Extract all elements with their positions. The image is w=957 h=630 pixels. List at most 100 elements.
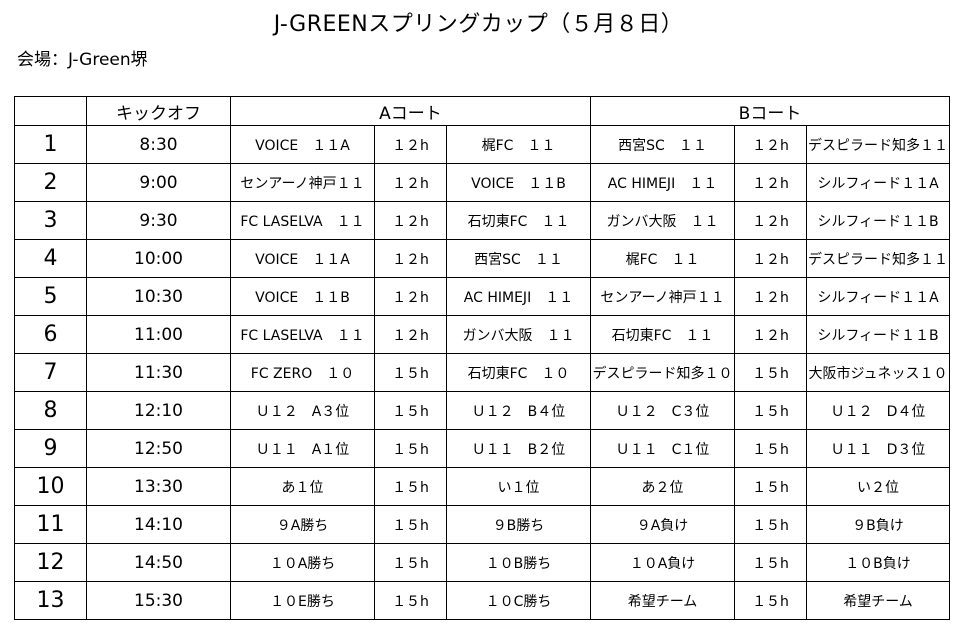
court-b-team2: デスピラード知多１１: [806, 125, 950, 164]
court-a-team2: 石切東FC １１: [446, 201, 591, 240]
table-row: 10 13:30 あ１位 １５h い１位 あ２位 １５h い２位: [14, 467, 950, 506]
court-b-referee: １５h: [734, 505, 807, 544]
table-row: 3 9:30 FC LASELVA １１ １２h 石切東FC １１ ガンバ大阪 １１ １２h…: [14, 201, 950, 240]
match-number: 7: [14, 353, 87, 392]
court-a-referee: １２h: [374, 163, 447, 202]
court-b-team2: シルフィード１１B: [806, 201, 950, 240]
court-b-team2: 希望チーム: [806, 581, 950, 620]
kickoff-time: 10:30: [86, 277, 231, 316]
court-a-team2: 石切東FC １０: [446, 353, 591, 392]
court-a-team1: VOICE １１A: [230, 239, 375, 278]
kickoff-time: 8:30: [86, 125, 231, 164]
venue-label: 会場：J-Green堺: [17, 50, 148, 70]
court-a-team2: 西宮SC １１: [446, 239, 591, 278]
court-a-team1: Ｕ１２ A３位: [230, 391, 375, 430]
match-number: 3: [14, 201, 87, 240]
court-a-team1: １０E勝ち: [230, 581, 375, 620]
header-row: キックオフ Aコート Bコート: [14, 96, 950, 126]
court-a-team2: い１位: [446, 467, 591, 506]
court-b-team2: デスピラード知多１１: [806, 239, 950, 278]
match-number: 12: [14, 543, 87, 582]
court-b-referee: １２h: [734, 125, 807, 164]
kickoff-time: 10:00: [86, 239, 231, 278]
court-b-referee: １２h: [734, 201, 807, 240]
court-b-team2: Ｕ１２ D４位: [806, 391, 950, 430]
match-number: 5: [14, 277, 87, 316]
match-number: 11: [14, 505, 87, 544]
court-b-team1: AC HIMEJI １１: [590, 163, 735, 202]
table-row: 2 9:00 センアーノ神戸１１ １２h VOICE １１B AC HIMEJI １１ １２…: [14, 163, 950, 202]
court-b-team2: い２位: [806, 467, 950, 506]
court-b-referee: １２h: [734, 163, 807, 202]
court-a-team2: ガンバ大阪 １１: [446, 315, 591, 354]
court-b-referee: １２h: [734, 315, 807, 354]
match-number: 13: [14, 581, 87, 620]
court-b-team1: Ｕ１１ C１位: [590, 429, 735, 468]
header-court-b: Bコート: [590, 96, 950, 126]
court-b-team1: 石切東FC １１: [590, 315, 735, 354]
header-kickoff: キックオフ: [86, 96, 231, 126]
kickoff-time: 11:00: [86, 315, 231, 354]
court-b-referee: １５h: [734, 543, 807, 582]
kickoff-time: 15:30: [86, 581, 231, 620]
court-a-team2: Ｕ１２ B４位: [446, 391, 591, 430]
table-row: 11 14:10 ９A勝ち １５h ９B勝ち ９A負け １５h ９B負け: [14, 505, 950, 544]
court-a-team1: VOICE １１A: [230, 125, 375, 164]
court-a-team1: FC LASELVA １１: [230, 315, 375, 354]
court-b-referee: １２h: [734, 277, 807, 316]
match-number: 8: [14, 391, 87, 430]
court-a-team1: センアーノ神戸１１: [230, 163, 375, 202]
court-a-team2: VOICE １１B: [446, 163, 591, 202]
court-a-team2: Ｕ１１ B２位: [446, 429, 591, 468]
table-row: 5 10:30 VOICE １１B １２h AC HIMEJI １１ センアーノ神戸１１ １…: [14, 277, 950, 316]
court-a-team2: 梶FC １１: [446, 125, 591, 164]
court-b-team1: ９A負け: [590, 505, 735, 544]
table-row: 4 10:00 VOICE １１A １２h 西宮SC １１ 梶FC １１ １２h デスピラード…: [14, 239, 950, 278]
court-a-referee: １５h: [374, 429, 447, 468]
court-b-team1: 西宮SC １１: [590, 125, 735, 164]
court-b-team2: １０B負け: [806, 543, 950, 582]
table-row: 1 8:30 VOICE １１A １２h 梶FC １１ 西宮SC １１ １２h デスピラード知…: [14, 125, 950, 164]
court-b-team1: センアーノ神戸１１: [590, 277, 735, 316]
match-number: 4: [14, 239, 87, 278]
court-a-referee: １２h: [374, 239, 447, 278]
court-a-referee: １５h: [374, 467, 447, 506]
court-b-team2: シルフィード１１A: [806, 163, 950, 202]
court-a-referee: １２h: [374, 125, 447, 164]
court-a-team1: ９A勝ち: [230, 505, 375, 544]
court-b-referee: １５h: [734, 581, 807, 620]
court-a-team1: VOICE １１B: [230, 277, 375, 316]
court-a-referee: １５h: [374, 353, 447, 392]
kickoff-time: 11:30: [86, 353, 231, 392]
court-b-team2: ９B負け: [806, 505, 950, 544]
court-b-referee: １５h: [734, 353, 807, 392]
court-a-team2: １０B勝ち: [446, 543, 591, 582]
table-row: 8 12:10 Ｕ１２ A３位 １５h Ｕ１２ B４位 Ｕ１２ C３位 １５h Ｕ１２ D４位: [14, 391, 950, 430]
court-a-team2: ９B勝ち: [446, 505, 591, 544]
table-row: 7 11:30 FC ZERO １０ １５h 石切東FC １０ デスピラード知多１０ １５h…: [14, 353, 950, 392]
court-b-team2: Ｕ１１ D３位: [806, 429, 950, 468]
court-a-team1: Ｕ１１ A１位: [230, 429, 375, 468]
court-b-team2: 大阪市ジュネッス１０: [806, 353, 950, 392]
kickoff-time: 13:30: [86, 467, 231, 506]
court-b-referee: １５h: [734, 429, 807, 468]
court-a-referee: １５h: [374, 543, 447, 582]
court-a-team1: あ１位: [230, 467, 375, 506]
court-a-referee: １２h: [374, 201, 447, 240]
court-a-team1: １０A勝ち: [230, 543, 375, 582]
court-a-team1: FC ZERO １０: [230, 353, 375, 392]
court-b-team1: あ２位: [590, 467, 735, 506]
match-number: 6: [14, 315, 87, 354]
court-b-team1: ガンバ大阪 １１: [590, 201, 735, 240]
court-a-team2: １０C勝ち: [446, 581, 591, 620]
court-b-team2: シルフィード１１A: [806, 277, 950, 316]
court-a-referee: １５h: [374, 505, 447, 544]
court-b-referee: １２h: [734, 239, 807, 278]
court-b-team1: １０A負け: [590, 543, 735, 582]
court-a-referee: １５h: [374, 391, 447, 430]
court-b-team1: 希望チーム: [590, 581, 735, 620]
court-a-referee: １２h: [374, 315, 447, 354]
court-b-referee: １５h: [734, 467, 807, 506]
court-a-referee: １５h: [374, 581, 447, 620]
schedule-table: キックオフ Aコート Bコート 1 8:30 VOICE １１A １２h 梶FC １１ 西…: [14, 96, 950, 620]
